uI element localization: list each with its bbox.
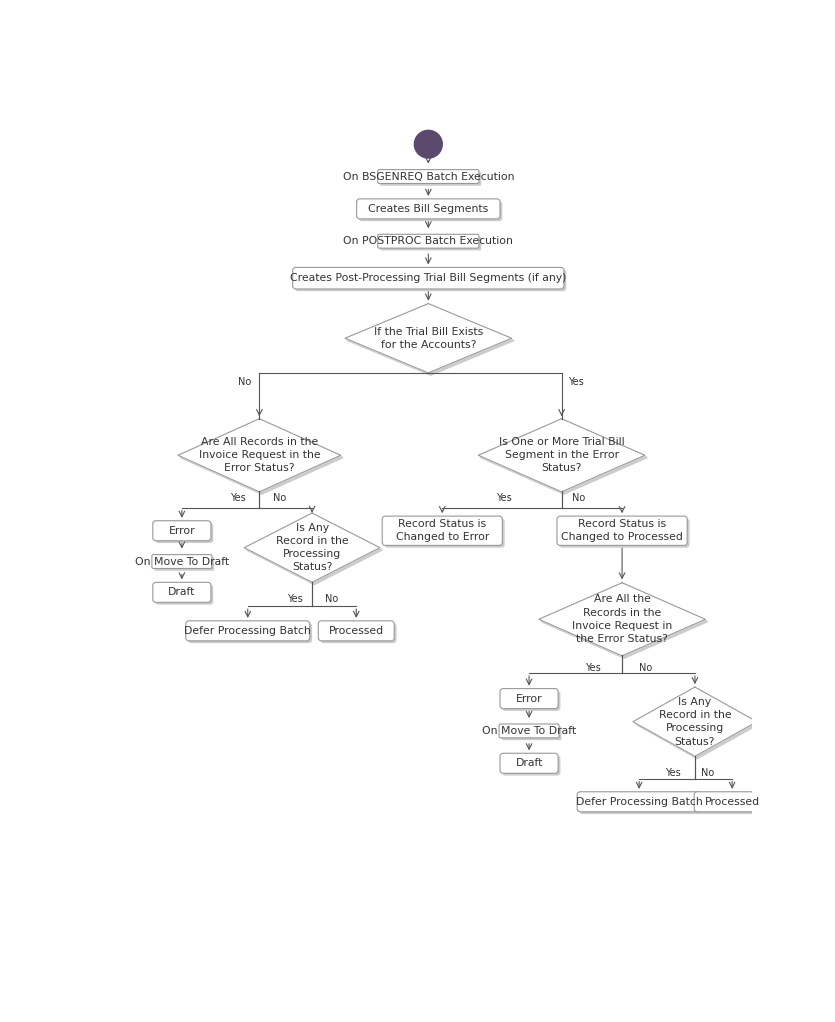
Polygon shape [541,585,708,658]
Text: On Move To Draft: On Move To Draft [482,726,576,736]
Text: Creates Bill Segments: Creates Bill Segments [368,203,488,214]
FancyBboxPatch shape [321,623,397,643]
FancyBboxPatch shape [377,170,479,184]
Polygon shape [347,306,514,375]
FancyBboxPatch shape [382,516,503,546]
Text: Are All the
Records in the
Invoice Request in
the Error Status?: Are All the Records in the Invoice Reque… [572,595,672,644]
Text: Yes: Yes [230,494,245,504]
FancyBboxPatch shape [359,201,503,221]
Text: Draft: Draft [515,758,543,769]
FancyBboxPatch shape [500,753,558,774]
Text: Are All Records in the
Invoice Request in the
Error Status?: Are All Records in the Invoice Request i… [199,437,320,473]
FancyBboxPatch shape [577,792,701,811]
Text: Processed: Processed [329,625,384,636]
FancyBboxPatch shape [318,620,394,641]
Polygon shape [178,419,341,492]
Text: Record Status is
Changed to Processed: Record Status is Changed to Processed [561,519,683,543]
FancyBboxPatch shape [155,523,213,543]
Text: Yes: Yes [496,493,512,503]
FancyBboxPatch shape [385,518,504,548]
FancyBboxPatch shape [503,691,560,711]
FancyBboxPatch shape [694,792,770,811]
Text: Error: Error [169,525,195,536]
FancyBboxPatch shape [188,623,312,643]
FancyBboxPatch shape [559,518,690,548]
Text: Defer Processing Batch: Defer Processing Batch [185,625,311,636]
Polygon shape [478,419,645,492]
FancyBboxPatch shape [154,557,215,570]
FancyBboxPatch shape [185,620,310,641]
Text: On POSTPROC Batch Execution: On POSTPROC Batch Execution [343,236,514,246]
Polygon shape [245,513,380,583]
Polygon shape [345,304,512,373]
Text: No: No [273,494,286,504]
Polygon shape [633,687,757,756]
Text: No: No [701,768,715,778]
Text: Record Status is
Changed to Error: Record Status is Changed to Error [396,519,489,543]
Text: No: No [326,594,338,604]
Polygon shape [539,583,706,656]
Text: Is Any
Record in the
Processing
Status?: Is Any Record in the Processing Status? [276,523,348,572]
FancyBboxPatch shape [503,755,560,776]
Text: No: No [238,377,251,387]
FancyBboxPatch shape [380,237,481,250]
FancyBboxPatch shape [499,724,559,738]
FancyBboxPatch shape [155,585,213,605]
Text: On BSGENREQ Batch Execution: On BSGENREQ Batch Execution [342,172,514,182]
Polygon shape [481,421,647,495]
FancyBboxPatch shape [152,555,212,568]
Polygon shape [246,515,382,585]
Text: Yes: Yes [584,663,600,672]
Text: Defer Processing Batch: Defer Processing Batch [576,797,702,806]
FancyBboxPatch shape [293,268,564,289]
FancyBboxPatch shape [377,234,479,248]
FancyBboxPatch shape [500,689,558,708]
Text: If the Trial Bill Exists
for the Accounts?: If the Trial Bill Exists for the Account… [374,327,483,350]
Text: Yes: Yes [568,377,584,387]
FancyBboxPatch shape [696,794,772,815]
Text: Yes: Yes [287,594,303,604]
Text: Draft: Draft [168,588,195,597]
Text: Creates Post-Processing Trial Bill Segments (if any): Creates Post-Processing Trial Bill Segme… [290,273,566,283]
FancyBboxPatch shape [295,270,566,291]
Text: On Move To Draft: On Move To Draft [134,557,229,566]
FancyBboxPatch shape [579,794,703,815]
FancyBboxPatch shape [501,727,561,740]
Text: Is Any
Record in the
Processing
Status?: Is Any Record in the Processing Status? [659,697,731,746]
FancyBboxPatch shape [153,521,211,541]
Text: Is One or More Trial Bill
Segment in the Error
Status?: Is One or More Trial Bill Segment in the… [498,437,625,473]
FancyBboxPatch shape [380,172,481,186]
Circle shape [414,131,443,158]
Polygon shape [635,690,759,758]
Polygon shape [180,421,343,495]
FancyBboxPatch shape [557,516,687,546]
FancyBboxPatch shape [153,583,211,602]
Text: No: No [639,663,652,672]
Text: Processed: Processed [705,797,760,806]
FancyBboxPatch shape [357,199,500,219]
Text: No: No [573,493,585,503]
Text: Yes: Yes [665,768,681,778]
Text: Error: Error [516,694,543,703]
